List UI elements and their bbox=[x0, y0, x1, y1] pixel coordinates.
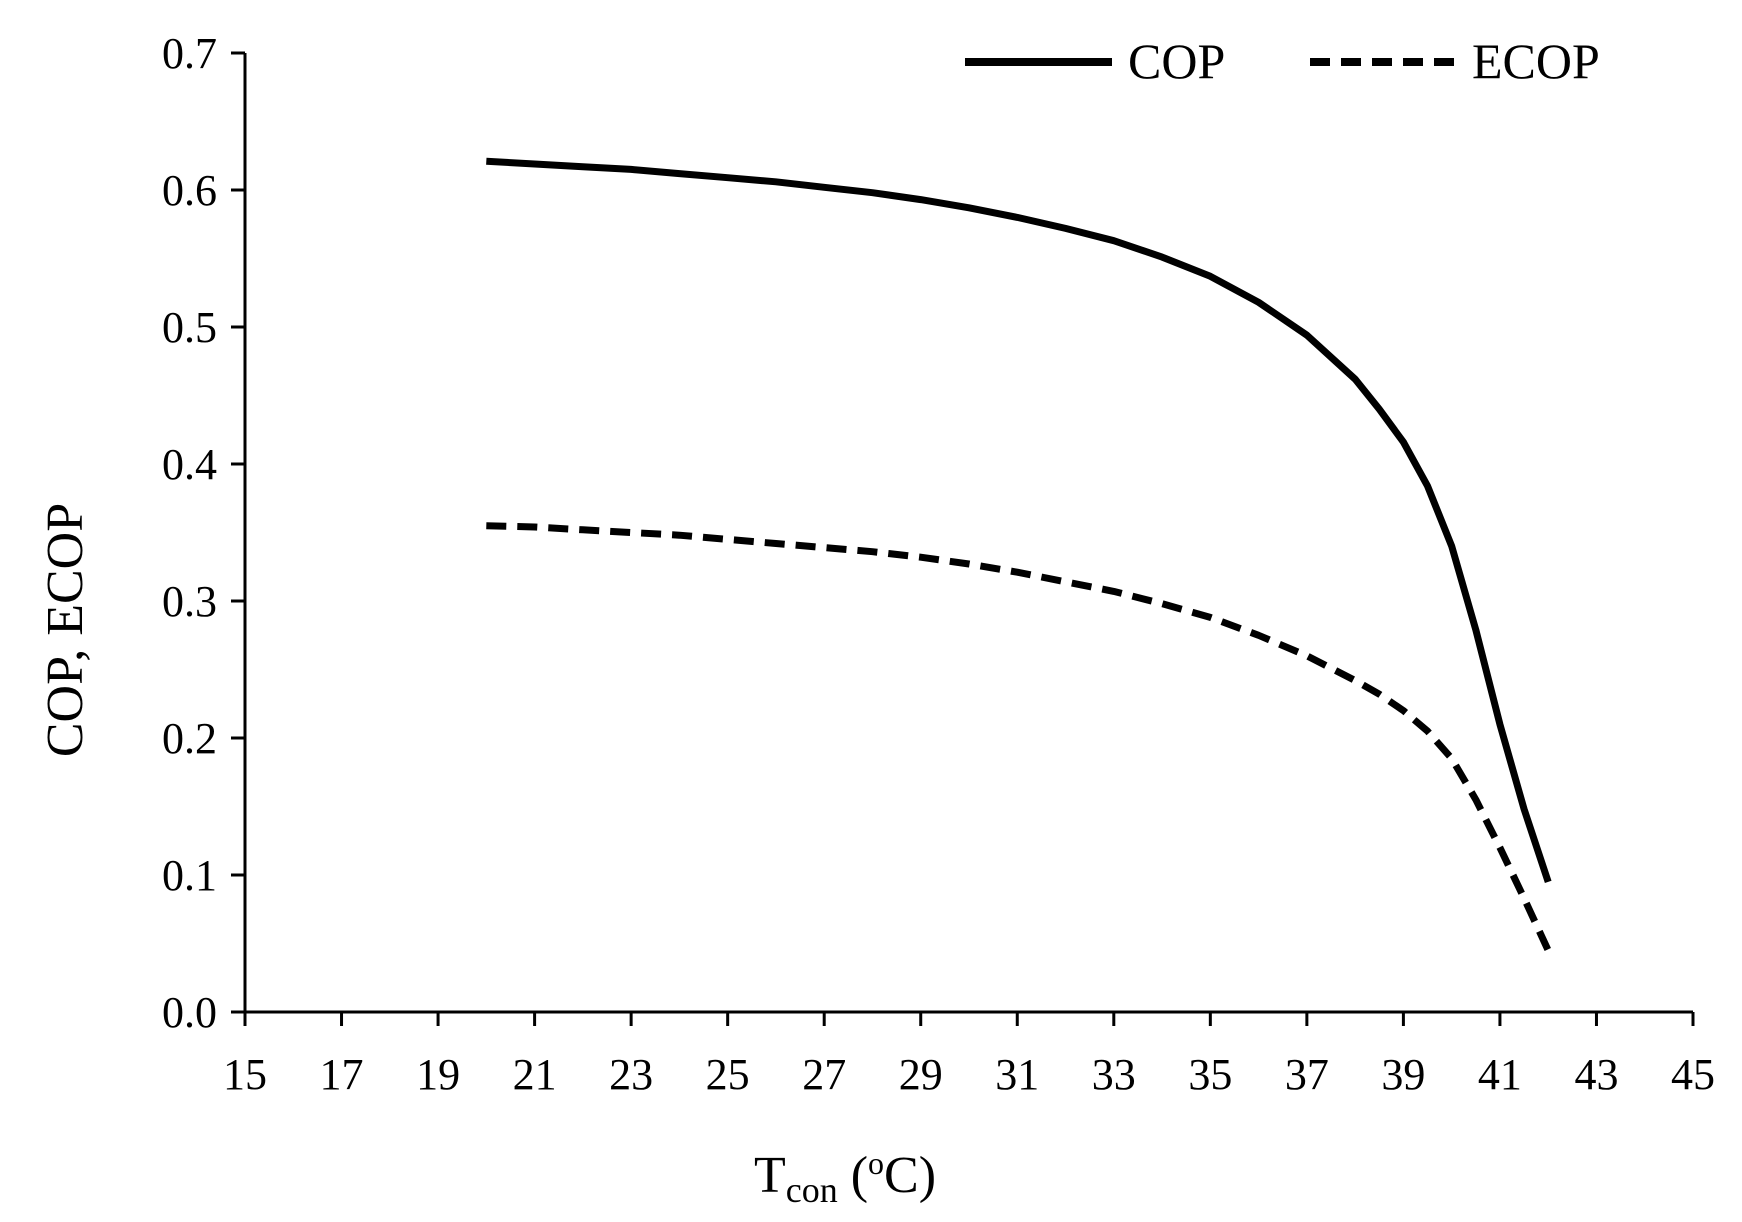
x-tick-label: 35 bbox=[1188, 1050, 1232, 1099]
series-lines bbox=[486, 157, 1552, 952]
y-tick-label: 0.3 bbox=[162, 577, 217, 626]
y-tick-label: 0.0 bbox=[162, 988, 217, 1037]
y-axis-title: COP, ECOP bbox=[37, 503, 94, 757]
x-tick-label: 23 bbox=[609, 1050, 653, 1099]
x-tick-label: 39 bbox=[1381, 1050, 1425, 1099]
x-tick-label: 17 bbox=[320, 1050, 364, 1099]
y-ticks: 0.0 0.1 0.2 0.3 0.4 0.5 0.6 0.7 bbox=[162, 29, 245, 1037]
y-tick-label: 0.7 bbox=[162, 29, 217, 78]
legend-ecop-label: ECOP bbox=[1472, 33, 1600, 89]
axes bbox=[243, 53, 1693, 1014]
x-tick-label: 21 bbox=[513, 1050, 557, 1099]
y-tick-label: 0.1 bbox=[162, 851, 217, 900]
y-tick-label: 0.6 bbox=[162, 166, 217, 215]
x-tick-label: 33 bbox=[1092, 1050, 1136, 1099]
x-tick-label: 19 bbox=[416, 1050, 460, 1099]
legend-cop-label: COP bbox=[1128, 33, 1225, 89]
x-tick-label: 43 bbox=[1574, 1050, 1618, 1099]
x-tick-label: 37 bbox=[1285, 1050, 1329, 1099]
x-tick-label: 31 bbox=[995, 1050, 1039, 1099]
x-tick-label: 29 bbox=[899, 1050, 943, 1099]
y-tick-label: 0.4 bbox=[162, 440, 217, 489]
series-line-cop bbox=[486, 157, 1552, 884]
x-tick-label: 41 bbox=[1478, 1050, 1522, 1099]
series-line-ecop bbox=[486, 522, 1552, 952]
x-tick-label: 25 bbox=[706, 1050, 750, 1099]
x-axis-title: Tcon (oC) bbox=[754, 1145, 936, 1210]
legend: COP ECOP bbox=[965, 33, 1600, 89]
x-ticks: 15 17 19 21 23 25 27 29 31 33 35 37 39 41 43 45 bbox=[223, 1012, 1715, 1099]
x-tick-label: 15 bbox=[223, 1050, 267, 1099]
y-tick-label: 0.2 bbox=[162, 714, 217, 763]
x-tick-label: 45 bbox=[1671, 1050, 1715, 1099]
y-tick-label: 0.5 bbox=[162, 303, 217, 352]
x-tick-label: 27 bbox=[802, 1050, 846, 1099]
